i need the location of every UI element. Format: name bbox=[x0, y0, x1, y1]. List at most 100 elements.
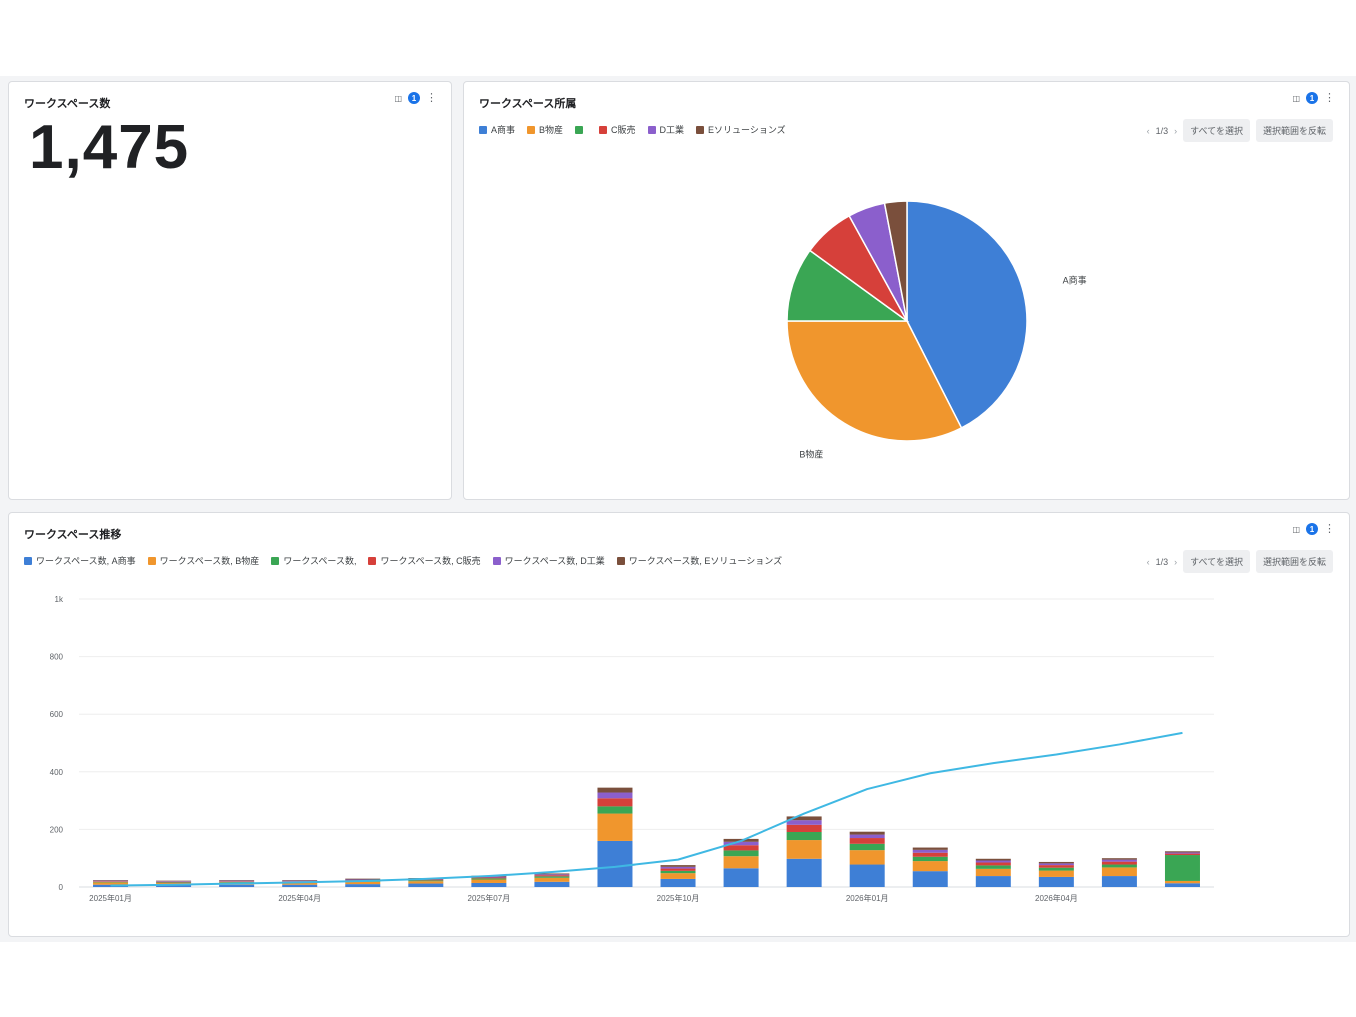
legend-item[interactable]: ワークスペース数, B物産 bbox=[147, 554, 259, 567]
bar-segment[interactable] bbox=[1038, 870, 1074, 877]
bar-segment[interactable] bbox=[975, 862, 1011, 866]
bar-segment[interactable] bbox=[156, 881, 192, 883]
bar-segment[interactable] bbox=[534, 875, 570, 877]
legend-item[interactable]: Eソリューションズ bbox=[696, 123, 786, 136]
bar-segment[interactable] bbox=[282, 880, 318, 882]
bar-segment[interactable] bbox=[723, 841, 759, 846]
bar-segment[interactable] bbox=[219, 881, 255, 883]
bar-segment[interactable] bbox=[534, 877, 570, 882]
bar-segment[interactable] bbox=[345, 884, 381, 887]
bar-segment[interactable] bbox=[975, 876, 1011, 887]
bar-segment[interactable] bbox=[1038, 861, 1074, 864]
filter-icon[interactable]: ◫ bbox=[394, 93, 402, 103]
select-all-button[interactable]: すべてを選択 bbox=[1183, 119, 1250, 142]
legend-item[interactable]: ワークスペース数, A商事 bbox=[24, 554, 136, 567]
bar-segment[interactable] bbox=[912, 847, 948, 850]
bar-segment[interactable] bbox=[597, 787, 633, 793]
legend-item[interactable]: B物産 bbox=[527, 123, 563, 136]
bar-segment[interactable] bbox=[849, 834, 885, 839]
bar-segment[interactable] bbox=[912, 852, 948, 857]
bar-segment[interactable] bbox=[534, 874, 570, 876]
bar-segment[interactable] bbox=[1164, 855, 1200, 881]
bar-segment[interactable] bbox=[597, 813, 633, 841]
bar-segment[interactable] bbox=[597, 792, 633, 799]
bar-segment[interactable] bbox=[1101, 864, 1137, 868]
bar-segment[interactable] bbox=[975, 858, 1011, 861]
invert-selection-button[interactable]: 選択範囲を反転 bbox=[1255, 119, 1333, 142]
bar-segment[interactable] bbox=[534, 873, 570, 875]
bar-segment[interactable] bbox=[849, 831, 885, 835]
bar-segment[interactable] bbox=[471, 878, 507, 880]
next-page-icon[interactable]: › bbox=[1174, 556, 1178, 567]
legend-item[interactable]: ワークスペース数, C販売 bbox=[368, 554, 481, 567]
pie-slice[interactable] bbox=[906, 200, 1028, 429]
bar-segment[interactable] bbox=[660, 878, 696, 887]
legend-item[interactable]: ワークスペース数, bbox=[271, 554, 356, 567]
filter-count-badge[interactable]: 1 bbox=[1306, 92, 1318, 104]
bar-segment[interactable] bbox=[1164, 851, 1200, 853]
bar-segment[interactable] bbox=[408, 883, 444, 887]
bar-segment[interactable] bbox=[849, 864, 885, 887]
pie-slice[interactable] bbox=[786, 320, 963, 442]
bar-segment[interactable] bbox=[660, 865, 696, 867]
bar-segment[interactable] bbox=[849, 843, 885, 851]
bar-segment[interactable] bbox=[786, 816, 822, 821]
bar-segment[interactable] bbox=[975, 868, 1011, 877]
bar-segment[interactable] bbox=[1038, 865, 1074, 868]
bar-segment[interactable] bbox=[282, 882, 318, 885]
next-page-icon[interactable]: › bbox=[1174, 125, 1178, 136]
bar-segment[interactable] bbox=[471, 877, 507, 879]
bar-segment[interactable] bbox=[93, 882, 129, 885]
bar-segment[interactable] bbox=[156, 884, 192, 887]
filter-count-badge[interactable]: 1 bbox=[1306, 523, 1318, 535]
bar-segment[interactable] bbox=[156, 880, 192, 882]
prev-page-icon[interactable]: ‹ bbox=[1146, 125, 1150, 136]
bar-segment[interactable] bbox=[156, 881, 192, 882]
bar-segment[interactable] bbox=[786, 831, 822, 841]
bar-segment[interactable] bbox=[660, 868, 696, 871]
bar-segment[interactable] bbox=[912, 861, 948, 872]
bar-segment[interactable] bbox=[534, 876, 570, 878]
bar-segment[interactable] bbox=[849, 850, 885, 865]
bar-segment[interactable] bbox=[219, 880, 255, 882]
bar-segment[interactable] bbox=[93, 884, 129, 887]
prev-page-icon[interactable]: ‹ bbox=[1146, 556, 1150, 567]
bar-segment[interactable] bbox=[93, 881, 129, 883]
bar-segment[interactable] bbox=[345, 881, 381, 885]
bar-segment[interactable] bbox=[1164, 852, 1200, 854]
bar-segment[interactable] bbox=[786, 858, 822, 887]
legend-item[interactable]: D工業 bbox=[647, 123, 684, 136]
bar-segment[interactable] bbox=[786, 820, 822, 825]
bar-segment[interactable] bbox=[660, 870, 696, 874]
bar-segment[interactable] bbox=[1101, 858, 1137, 860]
bar-segment[interactable] bbox=[1164, 883, 1200, 887]
pie-slice[interactable] bbox=[786, 249, 910, 322]
bar-segment[interactable] bbox=[723, 845, 759, 851]
more-options-icon[interactable]: ⋮ bbox=[1324, 92, 1335, 104]
bar-segment[interactable] bbox=[597, 806, 633, 814]
bar-segment[interactable] bbox=[975, 865, 1011, 869]
bar-segment[interactable] bbox=[723, 850, 759, 857]
bar-segment[interactable] bbox=[282, 880, 318, 881]
legend-item[interactable]: ワークスペース数, Eソリューションズ bbox=[616, 554, 782, 567]
bar-segment[interactable] bbox=[408, 881, 444, 884]
bar-segment[interactable] bbox=[786, 840, 822, 859]
filter-count-badge[interactable]: 1 bbox=[408, 92, 420, 104]
cumulative-line[interactable] bbox=[110, 731, 1183, 887]
filter-icon[interactable]: ◫ bbox=[1292, 524, 1300, 534]
bar-segment[interactable] bbox=[660, 873, 696, 879]
bar-segment[interactable] bbox=[219, 880, 255, 881]
bar-segment[interactable] bbox=[282, 884, 318, 887]
bar-segment[interactable] bbox=[471, 876, 507, 878]
bar-segment[interactable] bbox=[471, 879, 507, 883]
bar-segment[interactable] bbox=[849, 838, 885, 844]
bar-segment[interactable] bbox=[1164, 880, 1200, 884]
bar-segment[interactable] bbox=[1101, 867, 1137, 877]
bar-segment[interactable] bbox=[1101, 859, 1137, 862]
bar-segment[interactable] bbox=[786, 824, 822, 832]
bar-segment[interactable] bbox=[156, 882, 192, 883]
invert-selection-button[interactable]: 選択範囲を反転 bbox=[1255, 550, 1333, 573]
bar-segment[interactable] bbox=[345, 878, 381, 880]
legend-item[interactable]: ワークスペース数, D工業 bbox=[492, 554, 605, 567]
bar-segment[interactable] bbox=[597, 840, 633, 887]
